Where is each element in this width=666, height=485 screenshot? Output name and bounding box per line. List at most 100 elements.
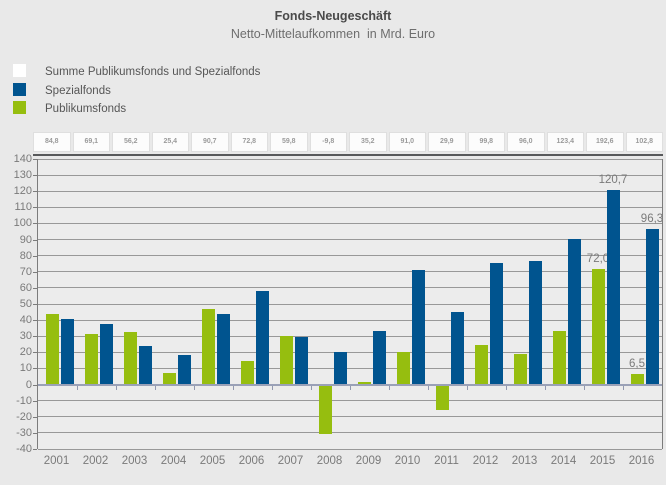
bar-publikumsfonds-2008 bbox=[318, 385, 332, 435]
x-tick-label-2015: 2015 bbox=[589, 455, 616, 467]
x-tick-label-2013: 2013 bbox=[511, 455, 538, 467]
sum-value-2012: 99,8 bbox=[467, 132, 505, 152]
x-tick-label-2011: 2011 bbox=[434, 455, 459, 467]
x-boundary-tick-5 bbox=[233, 385, 234, 390]
sum-value-2004: 25,4 bbox=[151, 132, 189, 152]
y-tick-60 bbox=[33, 287, 37, 289]
sum-value-2008: -9,8 bbox=[309, 132, 347, 152]
gridline-30 bbox=[38, 335, 662, 337]
x-tick-label-2002: 2002 bbox=[82, 455, 109, 467]
y-tick-100 bbox=[33, 223, 37, 225]
x-boundary-tick-15 bbox=[623, 385, 624, 390]
bar-spezialfonds-2014 bbox=[567, 238, 581, 385]
legend-label-publikumsfonds: Publikumsfonds bbox=[45, 103, 127, 115]
y-tick-80 bbox=[33, 255, 37, 257]
legend-item-summe: Summe Publikumsfonds und Spezialfonds bbox=[13, 62, 260, 81]
bar-spezialfonds-2001 bbox=[60, 318, 74, 385]
y-tick-label-30: 30 bbox=[19, 330, 32, 343]
chart-subtitle: Netto-Mittelaufkommen in Mrd. Euro bbox=[230, 27, 436, 41]
gridline-90 bbox=[38, 239, 662, 241]
x-tick-label-2008: 2008 bbox=[316, 455, 343, 467]
y-tick-label--40: -40 bbox=[16, 443, 32, 455]
x-boundary-tick-4 bbox=[194, 385, 195, 390]
y-tick-90 bbox=[33, 239, 37, 241]
sum-value-2009: 35,2 bbox=[349, 132, 387, 152]
bar-publikumsfonds-2005 bbox=[201, 308, 215, 385]
bar-value-label-publikumsfonds-2016: 6,5 bbox=[629, 358, 645, 371]
bar-value-label-publikumsfonds-2015: 72,0 bbox=[586, 252, 610, 265]
y-tick-label-120: 120 bbox=[13, 185, 32, 198]
sum-value-2005: 90,7 bbox=[191, 132, 229, 152]
y-tick-140 bbox=[33, 159, 37, 160]
sum-value-2007: 59,8 bbox=[270, 132, 308, 152]
y-tick-20 bbox=[33, 352, 37, 354]
x-boundary-tick-3 bbox=[155, 385, 156, 390]
bar-publikumsfonds-2016 bbox=[630, 374, 644, 385]
bar-spezialfonds-2004 bbox=[177, 354, 191, 385]
gridline-10 bbox=[38, 367, 662, 369]
y-tick-label-10: 10 bbox=[19, 362, 32, 375]
y-tick-label--10: -10 bbox=[16, 394, 32, 407]
x-boundary-tick-1 bbox=[77, 385, 78, 390]
x-boundary-tick-14 bbox=[584, 385, 585, 390]
bar-publikumsfonds-2010 bbox=[396, 352, 410, 385]
bar-publikumsfonds-2012 bbox=[474, 345, 488, 385]
gridline-20 bbox=[38, 351, 662, 353]
legend-swatch-spezialfonds-icon bbox=[13, 82, 26, 96]
bar-spezialfonds-2005 bbox=[216, 314, 230, 385]
x-tick-label-2005: 2005 bbox=[199, 455, 226, 467]
y-tick--30 bbox=[33, 432, 37, 434]
legend-item-publikumsfonds: Publikumsfonds bbox=[13, 99, 260, 118]
legend-swatch-summe-icon bbox=[13, 64, 26, 77]
bar-spezialfonds-2007 bbox=[294, 336, 308, 385]
bar-publikumsfonds-2015 bbox=[591, 268, 605, 385]
x-tick-label-2010: 2010 bbox=[394, 455, 421, 467]
bar-spezialfonds-2006 bbox=[255, 290, 269, 385]
sum-value-2006: 72,8 bbox=[230, 132, 268, 152]
gridline-130 bbox=[38, 174, 662, 176]
y-tick--40 bbox=[33, 449, 37, 450]
x-tick-label-2012: 2012 bbox=[472, 455, 499, 467]
bar-publikumsfonds-2011 bbox=[435, 385, 449, 410]
bar-chart: 140 130 120 110 100 90 80 70 60 50 40 30 20 10 0 -10 -20… bbox=[0, 153, 666, 469]
y-tick-label--20: -20 bbox=[16, 410, 32, 423]
legend-item-spezialfonds: Spezialfonds bbox=[13, 81, 260, 100]
bar-spezialfonds-2013 bbox=[528, 260, 542, 385]
bar-value-label-spezialfonds-2016: 96,3 bbox=[640, 213, 664, 226]
legend-label-summe: Summe Publikumsfonds und Spezialfonds bbox=[45, 66, 261, 78]
x-boundary-tick-2 bbox=[116, 385, 117, 390]
legend: Summe Publikumsfonds und Spezialfonds Spe… bbox=[13, 62, 260, 118]
y-tick-30 bbox=[33, 336, 37, 338]
y-tick-label-110: 110 bbox=[14, 201, 32, 214]
gridline-50 bbox=[38, 303, 662, 305]
y-tick-label-20: 20 bbox=[19, 346, 32, 359]
bar-publikumsfonds-2003 bbox=[123, 332, 137, 385]
gridline-80 bbox=[38, 255, 662, 257]
bar-publikumsfonds-2004 bbox=[162, 373, 176, 385]
gridline-60 bbox=[38, 287, 662, 289]
legend-swatch-publikumsfonds-icon bbox=[13, 101, 26, 114]
bar-spezialfonds-2009 bbox=[372, 330, 386, 385]
bar-spezialfonds-2010 bbox=[411, 270, 425, 385]
gridline--40 bbox=[38, 448, 662, 450]
x-tick-label-2004: 2004 bbox=[160, 455, 187, 467]
sum-value-2011: 29,9 bbox=[428, 132, 466, 152]
x-tick-label-2009: 2009 bbox=[355, 455, 382, 467]
y-tick-120 bbox=[33, 191, 37, 193]
x-tick-label-2006: 2006 bbox=[238, 455, 265, 467]
bar-publikumsfonds-2013 bbox=[513, 353, 527, 385]
x-boundary-tick-13 bbox=[545, 385, 546, 390]
chart-title: Fonds-Neugeschäft bbox=[274, 9, 392, 23]
bar-spezialfonds-2011 bbox=[450, 312, 464, 385]
bar-spezialfonds-2016 bbox=[645, 229, 659, 385]
y-tick-label-140: 140 bbox=[13, 153, 32, 165]
y-tick--10 bbox=[33, 400, 37, 402]
y-tick-110 bbox=[33, 207, 37, 209]
bar-publikumsfonds-2007 bbox=[279, 335, 293, 385]
y-tick-label-100: 100 bbox=[13, 217, 32, 230]
bar-spezialfonds-2015 bbox=[606, 190, 620, 385]
y-tick-0 bbox=[33, 384, 37, 386]
x-tick-label-2014: 2014 bbox=[550, 455, 577, 467]
y-tick-label-80: 80 bbox=[19, 249, 32, 262]
y-tick-label--30: -30 bbox=[16, 426, 32, 439]
